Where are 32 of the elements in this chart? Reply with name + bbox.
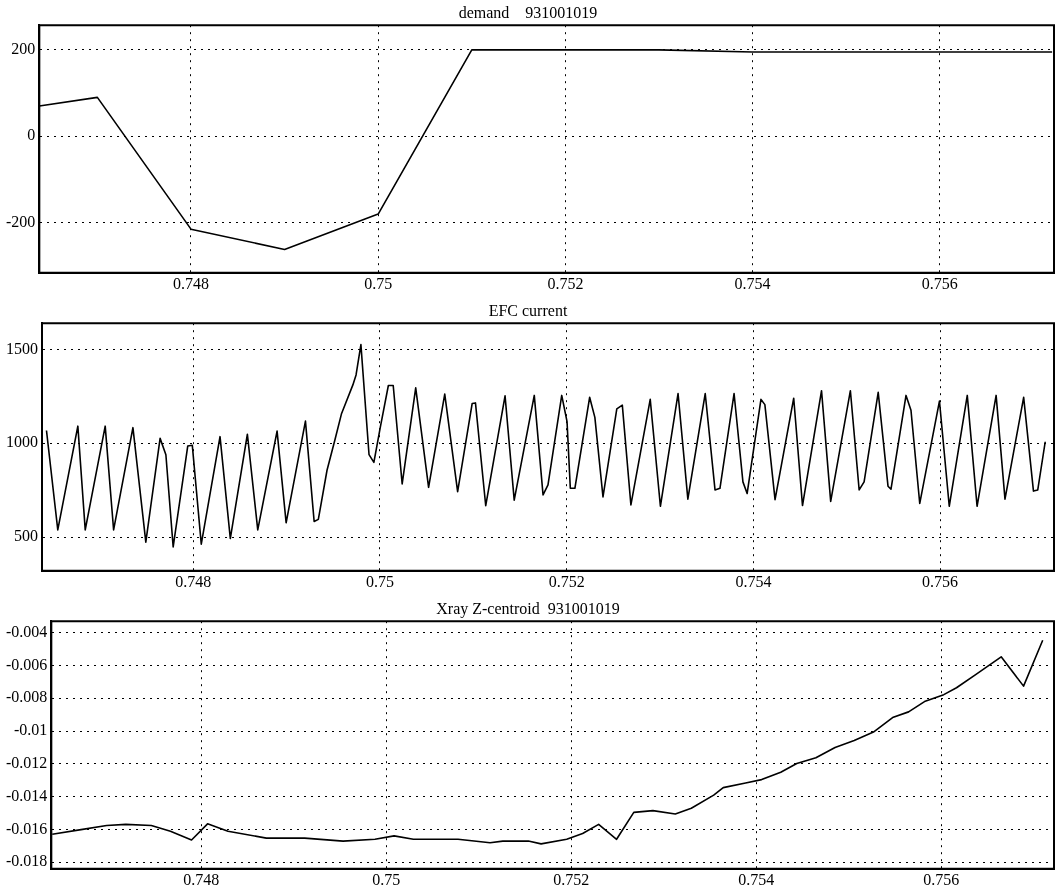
x-tick-label: 0.75: [372, 870, 401, 888]
chart-title: Xray Z-centroid 931001019: [436, 599, 620, 618]
x-tick-label: 0.756: [922, 572, 959, 590]
y-tick-label: 500: [14, 527, 38, 545]
y-tick-label: -0.016: [6, 819, 48, 837]
y-tick-label: 200: [11, 40, 36, 58]
x-tick-label: 0.754: [738, 870, 775, 888]
x-tick-label: 0.748: [183, 870, 220, 888]
y-tick-label: 0: [27, 126, 36, 144]
chart-title: EFC current: [488, 301, 568, 319]
x-tick-label: 0.75: [364, 274, 393, 292]
x-tick-label: 0.752: [548, 572, 585, 590]
x-tick-label: 0.754: [735, 572, 772, 590]
x-tick-label: 0.756: [923, 870, 960, 888]
y-tick-label: -0.012: [6, 754, 48, 772]
y-tick-label: -0.018: [6, 852, 48, 870]
x-tick-label: 0.752: [553, 870, 590, 888]
x-tick-label: 0.752: [547, 274, 584, 292]
chart-title: demand 931001019: [458, 3, 598, 21]
y-tick-label: -0.008: [6, 688, 48, 706]
y-tick-label: -0.004: [6, 622, 48, 640]
x-tick-label: 0.756: [921, 274, 958, 292]
x-tick-label: 0.748: [175, 572, 212, 590]
x-tick-label: 0.748: [172, 274, 209, 292]
x-tick-label: 0.75: [365, 572, 394, 590]
y-tick-label: 1500: [6, 339, 38, 357]
y-tick-label: -0.01: [14, 721, 48, 739]
y-tick-label: 1000: [6, 433, 38, 451]
y-tick-label: -0.006: [6, 655, 48, 673]
y-tick-label: -200: [6, 212, 36, 230]
x-tick-label: 0.754: [734, 274, 771, 292]
y-tick-label: -0.014: [6, 786, 48, 804]
